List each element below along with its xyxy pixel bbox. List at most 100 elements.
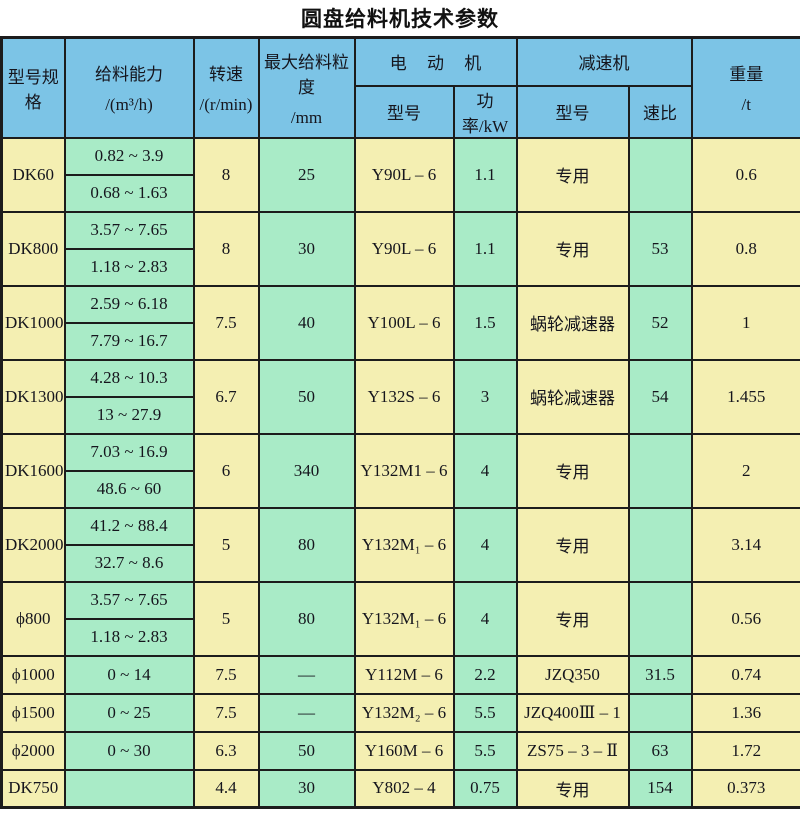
cell-max-size: 25 (257, 136, 356, 213)
cell-max-size: 50 (257, 730, 356, 771)
cell-speed: 7.5 (192, 654, 260, 695)
cell-reducer-model: 专用 (515, 210, 630, 287)
cell-model: ϕ1500 (0, 692, 66, 733)
cell-capacity-lower: 13 ~ 27.9 (63, 395, 195, 435)
header-label: 最大给料粒度 (264, 52, 349, 97)
table-row: 13 ~ 27.9 (2, 395, 800, 435)
cell-speed-ratio (627, 432, 693, 509)
table-row: 48.6 ~ 60 (2, 469, 800, 509)
cell-reducer-model: 专用 (515, 580, 630, 657)
table-title: 圆盘给料机技术参数 (301, 7, 499, 31)
cell-capacity-lower: 7.79 ~ 16.7 (63, 321, 195, 361)
cell-capacity: 0 ~ 25 (63, 692, 195, 733)
table-row: DK1300 4.28 ~ 10.3 6.7 50 Y132S – 6 3 蜗轮… (0, 358, 800, 435)
cell-capacity (63, 768, 195, 809)
table-row: 1.18 ~ 2.83 (2, 247, 800, 287)
cell-motor-model: Y132S – 6 (353, 358, 455, 435)
table-row: 7.79 ~ 16.7 (2, 321, 800, 361)
cell-max-size: — (257, 654, 356, 695)
cell-motor-model: Y100L – 6 (353, 284, 455, 361)
cell-capacity-upper: 41.2 ~ 88.4 (63, 506, 195, 546)
table-row: ϕ1500 0 ~ 25 7.5 — Y132M₂ – 6 5.5 JZQ400… (0, 692, 800, 733)
cell-max-size: 50 (257, 358, 356, 435)
table-row: DK750 4.4 30 Y802 – 4 0.75 专用 154 0.373 (0, 768, 800, 809)
table-row: DK2000 41.2 ~ 88.4 5 80 Y132M₁ – 6 4 专用 … (0, 506, 800, 583)
table-row: DK60 0.82 ~ 3.9 8 25 Y90L – 6 1.1 专用 0.6 (0, 136, 800, 213)
cell-speed-ratio (627, 580, 693, 657)
cell-weight: 1.455 (690, 358, 800, 435)
cell-speed: 7.5 (192, 692, 260, 733)
cell-motor-power: 4 (452, 432, 518, 509)
cell-speed: 5 (192, 506, 260, 583)
cell-weight: 1.36 (690, 692, 800, 733)
cell-motor-power: 4 (452, 580, 518, 657)
cell-motor-model: Y112M – 6 (353, 654, 455, 695)
header-label: 转速 (209, 65, 243, 85)
header-label: 给料能力 (95, 65, 163, 85)
table-row: ϕ1000 0 ~ 14 7.5 — Y112M – 6 2.2 JZQ350 … (0, 654, 800, 695)
cell-speed-ratio (627, 136, 693, 213)
cell-speed: 6.7 (192, 358, 260, 435)
cell-model: DK800 (0, 210, 66, 287)
header-reducer-group: 减速机 (515, 36, 693, 87)
cell-capacity-lower: 48.6 ~ 60 (63, 469, 195, 509)
header-reducer-model: 型号 (515, 84, 630, 139)
header-label: 型号规格 (7, 67, 59, 112)
table-row: DK800 3.57 ~ 7.65 8 30 Y90L – 6 1.1 专用 5… (0, 210, 800, 287)
cell-model: ϕ1000 (0, 654, 66, 695)
cell-model: DK2000 (0, 506, 66, 583)
cell-weight: 1.72 (690, 730, 800, 771)
cell-reducer-model: 专用 (515, 136, 630, 213)
cell-speed: 6.3 (192, 730, 260, 771)
cell-model: DK1600 (0, 432, 66, 509)
table-row: ϕ800 3.57 ~ 7.65 5 80 Y132M₁ – 6 4 专用 0.… (0, 580, 800, 657)
header-unit: /(r/min) (199, 95, 253, 115)
cell-weight: 0.56 (690, 580, 800, 657)
cell-reducer-model: 专用 (515, 768, 630, 809)
cell-max-size: 30 (257, 768, 356, 809)
cell-capacity-upper: 0.82 ~ 3.9 (63, 136, 195, 176)
cell-motor-model: Y132M₁ – 6 (353, 506, 455, 583)
header-speed-ratio: 速比 (627, 84, 693, 139)
table-row: 0.68 ~ 1.63 (2, 173, 800, 213)
cell-motor-model: Y132M₁ – 6 (353, 580, 455, 657)
cell-speed-ratio: 31.5 (627, 654, 693, 695)
cell-speed: 8 (192, 210, 260, 287)
header-capacity: 给料能力 /(m³/h) (63, 36, 195, 139)
cell-max-size: 340 (257, 432, 356, 509)
cell-weight: 0.373 (690, 768, 800, 809)
cell-weight: 0.74 (690, 654, 800, 695)
cell-capacity-lower: 1.18 ~ 2.83 (63, 247, 195, 287)
cell-model: DK750 (0, 768, 66, 809)
header-motor-power: 功率/kW (452, 84, 518, 139)
cell-motor-model: Y90L – 6 (353, 210, 455, 287)
cell-model: ϕ2000 (0, 730, 66, 771)
table-row: 32.7 ~ 8.6 (2, 543, 800, 583)
cell-reducer-model: JZQ350 (515, 654, 630, 695)
header-speed: 转速 /(r/min) (192, 36, 260, 139)
table-row: DK1600 7.03 ~ 16.9 6 340 Y132M1 – 6 4 专用… (0, 432, 800, 509)
cell-max-size: — (257, 692, 356, 733)
cell-speed-ratio: 154 (627, 768, 693, 809)
cell-motor-power: 2.2 (452, 654, 518, 695)
table-row: ϕ2000 0 ~ 30 6.3 50 Y160M – 6 5.5 ZS75 –… (0, 730, 800, 771)
cell-weight: 0.6 (690, 136, 800, 213)
cell-speed: 6 (192, 432, 260, 509)
header-unit: /mm (290, 107, 323, 127)
cell-motor-model: Y90L – 6 (353, 136, 455, 213)
cell-speed-ratio: 63 (627, 730, 693, 771)
cell-model: DK1000 (0, 284, 66, 361)
cell-speed: 8 (192, 136, 260, 213)
cell-reducer-model: 专用 (515, 506, 630, 583)
cell-motor-power: 3 (452, 358, 518, 435)
cell-model: ϕ800 (0, 580, 66, 657)
cell-capacity-upper: 2.59 ~ 6.18 (63, 284, 195, 324)
cell-weight: 2 (690, 432, 800, 509)
table-row: 1.18 ~ 2.83 (2, 617, 800, 657)
cell-motor-power: 0.75 (452, 768, 518, 809)
header-motor-model: 型号 (353, 84, 455, 139)
cell-max-size: 30 (257, 210, 356, 287)
table-row: DK1000 2.59 ~ 6.18 7.5 40 Y100L – 6 1.5 … (0, 284, 800, 361)
cell-capacity-lower: 0.68 ~ 1.63 (63, 173, 195, 213)
